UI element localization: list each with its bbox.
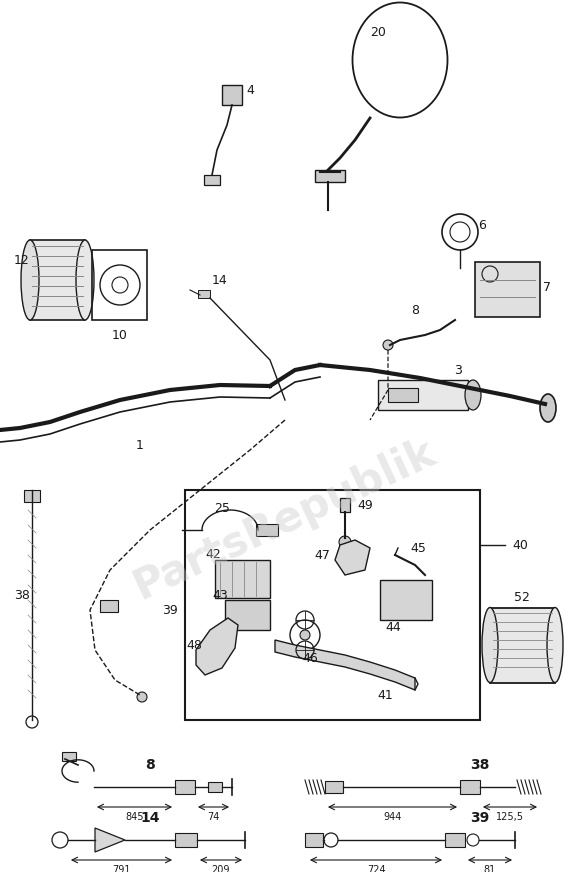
Text: 46: 46	[302, 651, 318, 664]
Text: 25: 25	[214, 501, 230, 514]
Text: 40: 40	[512, 539, 528, 551]
Ellipse shape	[482, 608, 498, 683]
Ellipse shape	[21, 240, 39, 320]
Ellipse shape	[76, 240, 94, 320]
Polygon shape	[335, 540, 370, 575]
Bar	[475, 262, 540, 317]
Text: 125,5: 125,5	[496, 812, 524, 822]
Bar	[388, 388, 418, 402]
Circle shape	[383, 340, 393, 350]
Circle shape	[300, 630, 310, 640]
Text: 4: 4	[246, 84, 254, 97]
Bar	[204, 175, 220, 185]
Text: 42: 42	[205, 548, 221, 561]
Bar	[222, 85, 242, 105]
Bar	[208, 782, 222, 792]
Bar	[305, 833, 323, 847]
Bar	[198, 290, 210, 298]
Bar	[215, 560, 270, 598]
Polygon shape	[95, 828, 125, 852]
Bar	[256, 524, 278, 536]
Text: 3: 3	[454, 364, 462, 377]
Text: 1: 1	[136, 439, 144, 452]
Ellipse shape	[540, 394, 556, 422]
Text: 41: 41	[377, 689, 393, 701]
Bar	[175, 780, 195, 794]
Text: 44: 44	[385, 621, 401, 633]
Text: 74: 74	[207, 812, 220, 822]
Polygon shape	[196, 618, 238, 675]
Ellipse shape	[547, 608, 563, 683]
Text: 20: 20	[370, 25, 386, 38]
Bar	[175, 833, 197, 847]
Circle shape	[137, 692, 147, 702]
Bar	[185, 490, 480, 720]
Text: 38: 38	[470, 758, 490, 772]
Bar	[30, 240, 85, 320]
Text: 6: 6	[478, 219, 486, 231]
Text: 724: 724	[367, 865, 385, 872]
Text: 52: 52	[514, 590, 530, 603]
Bar	[325, 781, 343, 793]
Text: 10: 10	[112, 329, 128, 342]
Bar	[315, 170, 345, 182]
Text: 791: 791	[112, 865, 131, 872]
Bar	[62, 752, 76, 761]
Text: 8: 8	[145, 758, 155, 772]
Text: 48: 48	[186, 638, 202, 651]
Text: 38: 38	[14, 589, 30, 602]
Bar	[225, 600, 270, 630]
Text: 12: 12	[14, 254, 30, 267]
Text: PartsRepublik: PartsRepublik	[126, 432, 442, 609]
Text: 7: 7	[543, 281, 551, 294]
Text: 47: 47	[314, 548, 330, 562]
Text: 39: 39	[470, 811, 490, 825]
Bar	[24, 490, 40, 502]
Bar	[100, 600, 118, 612]
Text: 39: 39	[162, 603, 178, 617]
Bar	[490, 608, 555, 683]
Text: 43: 43	[212, 589, 228, 602]
Bar	[445, 833, 465, 847]
Text: 81: 81	[484, 865, 496, 872]
Text: 49: 49	[357, 499, 373, 512]
Text: 944: 944	[383, 812, 402, 822]
Polygon shape	[275, 640, 415, 690]
Text: 8: 8	[411, 303, 419, 317]
Bar	[378, 380, 468, 410]
Text: 209: 209	[212, 865, 230, 872]
Text: 14: 14	[212, 274, 228, 287]
Bar	[340, 498, 350, 512]
Text: 14: 14	[140, 811, 160, 825]
Bar	[460, 780, 480, 794]
Ellipse shape	[465, 380, 481, 410]
Circle shape	[339, 536, 351, 548]
Text: 845: 845	[126, 812, 144, 822]
Text: 45: 45	[410, 542, 426, 555]
Bar	[380, 580, 432, 620]
Bar	[92, 250, 147, 320]
